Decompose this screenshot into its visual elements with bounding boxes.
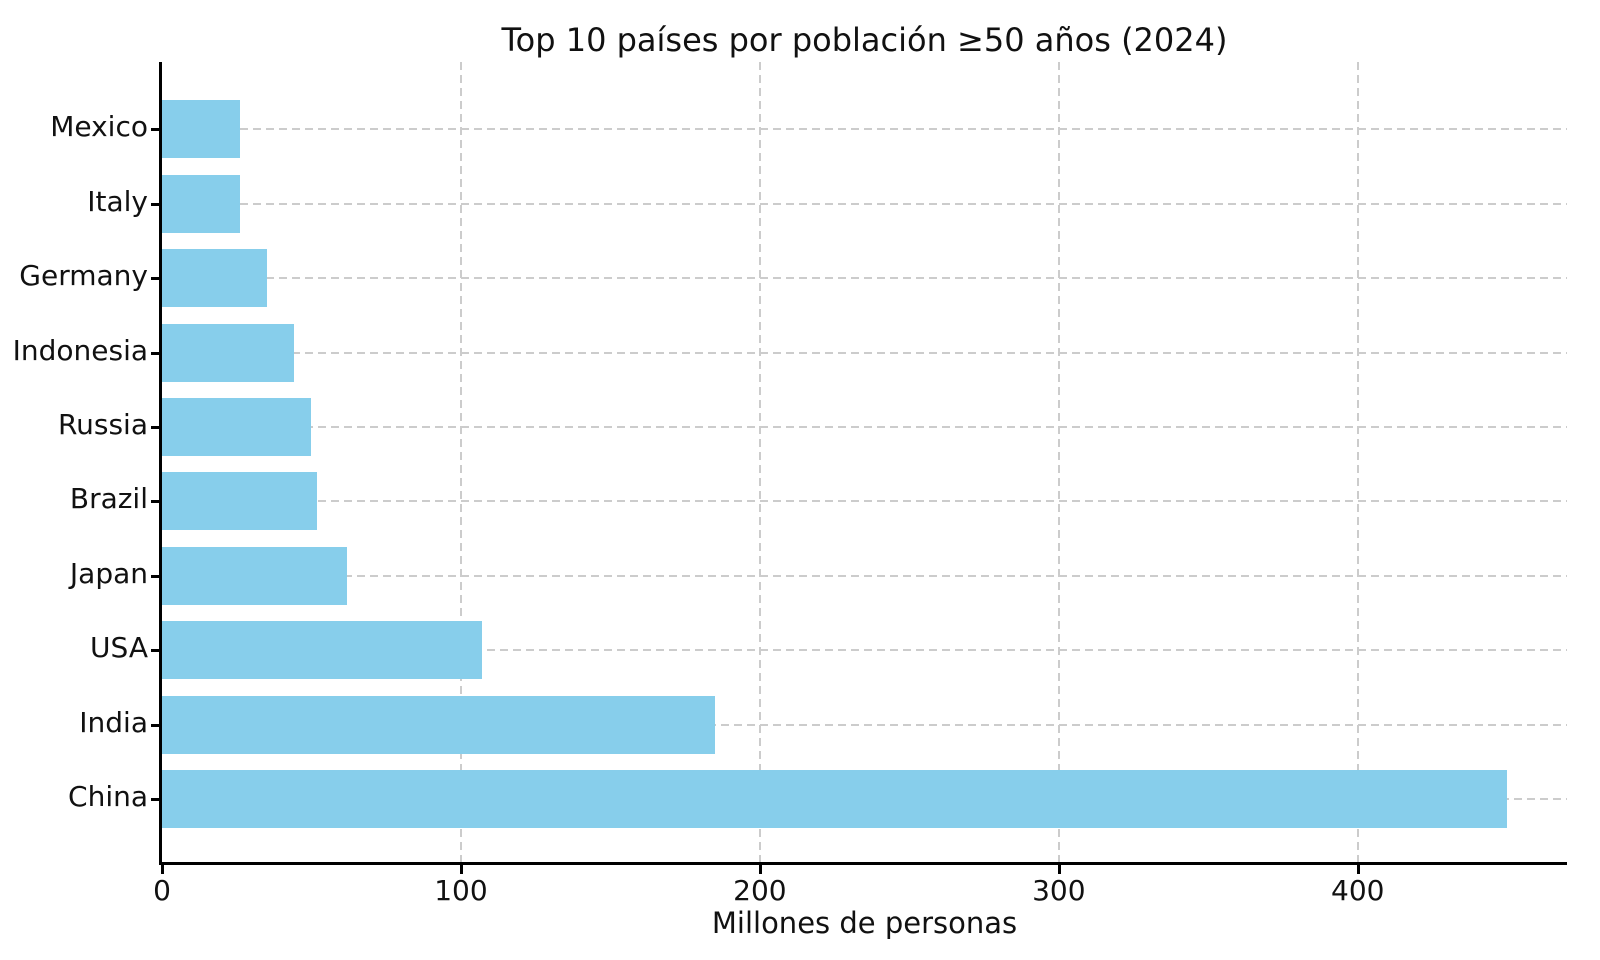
gridline-horizontal-japan [162, 574, 1567, 577]
gridline-horizontal-india [162, 723, 1567, 726]
bar-china [162, 769, 1508, 828]
x-tick-mark-400 [1356, 865, 1360, 874]
y-tick-mark-italy [151, 202, 160, 206]
gridline-horizontal-russia [162, 425, 1567, 428]
bar-italy [162, 174, 240, 233]
y-tick-label-brazil: Brazil [69, 482, 148, 516]
x-tick-label-200: 200 [733, 874, 787, 907]
x-tick-mark-0 [161, 865, 164, 874]
gridline-vertical-200 [758, 62, 761, 862]
y-tick-label-italy: Italy [87, 184, 148, 218]
gridline-horizontal-italy [162, 202, 1567, 205]
x-tick-mark-300 [1057, 865, 1061, 874]
x-axis-label: Millones de personas [711, 906, 1018, 940]
bar-indonesia [162, 323, 294, 382]
gridline-horizontal-indonesia [162, 351, 1567, 354]
bar-germany [162, 249, 267, 308]
gridline-vertical-400 [1356, 62, 1359, 862]
y-tick-label-russia: Russia [57, 407, 148, 441]
y-tick-label-japan: Japan [69, 556, 148, 590]
y-tick-label-germany: Germany [19, 259, 148, 293]
y-tick-label-indonesia: Indonesia [12, 333, 148, 367]
bar-russia [162, 397, 312, 456]
gridline-horizontal-mexico [162, 128, 1567, 131]
bar-mexico [162, 100, 240, 159]
x-tick-label-400: 400 [1331, 874, 1385, 907]
y-tick-mark-brazil [151, 500, 160, 504]
y-axis-spine [159, 62, 162, 865]
y-tick-mark-usa [151, 649, 160, 653]
x-axis-spine [159, 862, 1567, 865]
x-tick-label-300: 300 [1032, 874, 1086, 907]
x-tick-label-100: 100 [434, 874, 488, 907]
bar-brazil [162, 472, 318, 531]
y-tick-mark-india [151, 723, 160, 727]
gridline-vertical-300 [1057, 62, 1060, 862]
gridline-horizontal-brazil [162, 500, 1567, 503]
x-tick-mark-200 [758, 865, 762, 874]
bar-usa [162, 621, 482, 680]
gridline-vertical-100 [459, 62, 462, 862]
plot-area [162, 62, 1567, 862]
gridline-horizontal-usa [162, 649, 1567, 652]
gridline-horizontal-germany [162, 277, 1567, 280]
y-tick-mark-indonesia [151, 351, 160, 355]
bar-india [162, 695, 716, 754]
y-tick-mark-russia [151, 425, 160, 429]
chart-title: Top 10 países por población ≥50 años (20… [501, 21, 1228, 59]
y-tick-mark-japan [151, 574, 160, 578]
y-tick-mark-germany [151, 277, 160, 281]
y-tick-mark-mexico [151, 128, 160, 132]
bar-japan [162, 546, 348, 605]
y-tick-mark-china [151, 797, 160, 801]
y-tick-label-mexico: Mexico [50, 110, 148, 144]
y-tick-label-china: China [68, 779, 148, 813]
x-tick-mark-100 [459, 865, 463, 874]
x-tick-label-0: 0 [153, 874, 171, 907]
y-tick-label-india: India [79, 705, 148, 739]
y-tick-label-usa: USA [90, 631, 148, 665]
